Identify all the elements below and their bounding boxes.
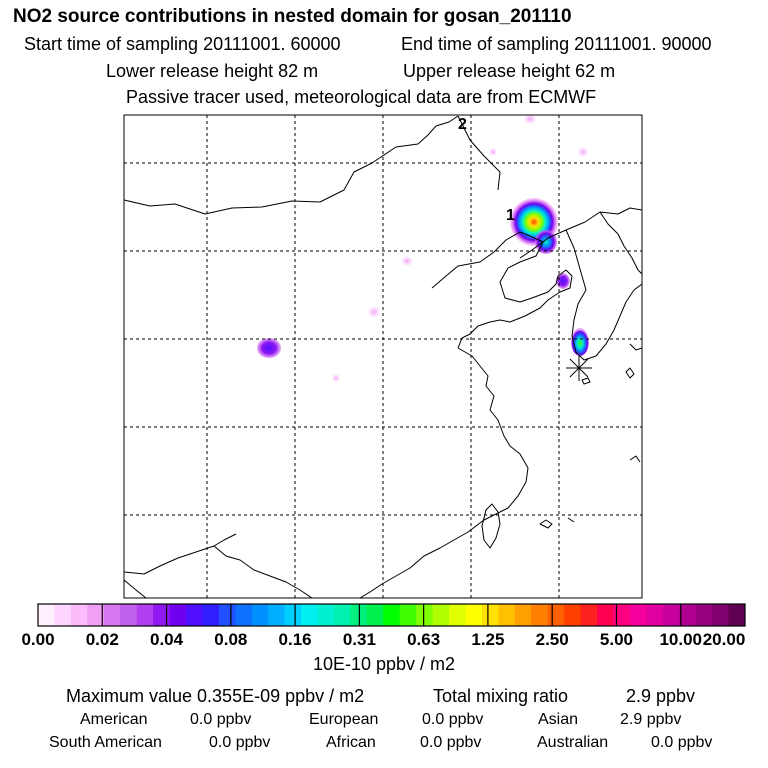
colorbar-tick-label: 0.08 (214, 630, 248, 649)
colorbar-cell (366, 604, 384, 626)
maximum-value-label: Maximum value 0.355E-09 ppbv / m2 (66, 686, 365, 706)
map-frame (123, 114, 643, 599)
region-label-american: American (80, 711, 148, 728)
colorbar-cell (646, 604, 664, 626)
region-value-american: 0.0 ppbv (190, 711, 252, 728)
region-value-european: 0.0 ppbv (422, 711, 484, 728)
colorbar-tick-label: 0.00 (21, 630, 55, 649)
end-time-label: End time of sampling 20111001. 90000 (401, 34, 712, 54)
colorbar-cell (416, 604, 434, 626)
colorbar-cell (301, 604, 319, 626)
colorbar-tick-label: 5.00 (599, 630, 633, 649)
colorbar-cell (153, 604, 171, 626)
colorbar-cell (70, 604, 88, 626)
colorbar-cell (169, 604, 187, 626)
colorbar-cell (185, 604, 203, 626)
colorbar-tick-label: 0.31 (342, 630, 376, 649)
colorbar-cell (679, 604, 697, 626)
colorbar-cell (597, 604, 614, 626)
lower-release-label: Lower release height 82 m (106, 61, 319, 81)
colorbar-cell (432, 604, 450, 626)
colorbar-tick-label: 0.16 (278, 630, 312, 649)
colorbar-cell (695, 604, 713, 626)
region-value-african: 0.0 ppbv (420, 734, 482, 751)
upper-release-label: Upper release height 62 m (403, 61, 616, 81)
colorbar-cell (38, 604, 55, 626)
colorbar-cell (662, 604, 680, 626)
region-label-asian: Asian (538, 711, 579, 728)
colorbar-cell (498, 604, 516, 626)
colorbar-tick-label: 10.00 (659, 630, 702, 649)
colorbar-cell (613, 604, 631, 626)
colorbar-tick-label: 2.50 (535, 630, 569, 649)
receptor-marker (566, 355, 592, 381)
colorbar-cell (103, 604, 121, 626)
colorbar-cell (120, 604, 138, 626)
region-label-south-american: South American (49, 734, 162, 751)
colorbar-cell (712, 604, 730, 626)
region-label-australian: Australian (537, 734, 609, 751)
colorbar-cell (251, 604, 269, 626)
colorbar-cell (531, 604, 549, 626)
colorbar-cell (136, 604, 154, 626)
colorbar-tick-label: 1.25 (471, 630, 505, 649)
colorbar-tick-label: 20.00 (702, 630, 746, 649)
colorbar-cell (564, 604, 582, 626)
colorbar-units: 10E-10 ppbv / m2 (312, 654, 456, 674)
plume-label-1: 1 (506, 207, 515, 224)
colorbar-cell (383, 604, 401, 626)
colorbar-cell (514, 604, 532, 626)
faint-spots (332, 115, 588, 382)
colorbar-cell (87, 604, 105, 626)
grid-lines (124, 115, 642, 598)
colorbar-tick-label: 0.04 (149, 630, 184, 649)
colorbar-cell (202, 604, 220, 626)
spot-west (257, 338, 281, 358)
map-coastlines (124, 115, 642, 598)
colorbar-cell (399, 604, 417, 626)
region-value-south-american: 0.0 ppbv (209, 734, 271, 751)
total-mixing-label: Total mixing ratio (433, 686, 569, 706)
region-label-african: African (326, 734, 376, 751)
colorbar-cell (449, 604, 466, 626)
info-label: Passive tracer used, meteorological data… (126, 87, 597, 107)
colorbar-cell (580, 604, 598, 626)
region-value-australian: 0.0 ppbv (651, 734, 713, 751)
colorbar-cell (728, 604, 746, 626)
chart-title: NO2 source contributions in nested domai… (13, 6, 572, 27)
colorbar-cell (481, 604, 499, 626)
colorbar-cell (333, 604, 351, 626)
colorbar-tick-label: 0.02 (85, 630, 119, 649)
colorbar-cell (235, 604, 253, 626)
region-label-european: European (309, 711, 379, 728)
plume-label-2: 2 (458, 116, 467, 133)
colorbar-cell (465, 604, 483, 626)
colorbar-cell (547, 604, 565, 626)
colorbar-cell (629, 604, 647, 626)
start-time-label: Start time of sampling 20111001. 60000 (24, 34, 341, 54)
total-mixing-value: 2.9 ppbv (626, 686, 696, 706)
colorbar-cell (317, 604, 335, 626)
colorbar-cell (54, 604, 72, 626)
colorbar-cell (284, 604, 302, 626)
region-value-asian: 2.9 ppbv (620, 711, 682, 728)
colorbar-cell (218, 604, 236, 626)
colorbar-tick-label: 0.63 (407, 630, 441, 649)
colorbar-cell (268, 604, 286, 626)
